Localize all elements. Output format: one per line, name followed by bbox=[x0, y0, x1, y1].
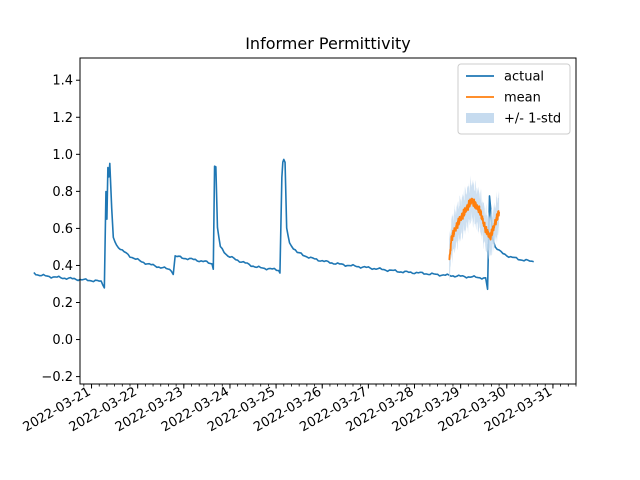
series-mean-line bbox=[448, 197, 500, 261]
chart-title: Informer Permittivity bbox=[245, 34, 411, 53]
y-tick-label: 1.4 bbox=[52, 74, 73, 89]
y-tick-label: 0.4 bbox=[52, 259, 73, 274]
series-std-band bbox=[449, 175, 500, 282]
legend-swatch bbox=[466, 113, 494, 123]
y-tick-label: 1.0 bbox=[52, 148, 73, 163]
series-actual-line bbox=[33, 158, 534, 291]
legend-label: mean bbox=[504, 91, 541, 106]
legend: actual mean +/- 1-std bbox=[457, 63, 571, 135]
legend-label: actual bbox=[504, 70, 544, 85]
y-tick-label: 1.2 bbox=[52, 111, 73, 126]
y-tick-label: 0.6 bbox=[52, 222, 73, 237]
y-tick-label: −0.2 bbox=[41, 370, 73, 385]
legend-label: +/- 1-std bbox=[504, 112, 561, 127]
y-tick-label: 0.8 bbox=[52, 185, 73, 200]
plot-area bbox=[33, 158, 534, 291]
axes-frame bbox=[79, 57, 577, 385]
y-tick-label: 0.0 bbox=[52, 333, 73, 348]
y-tick-label: 0.2 bbox=[52, 296, 73, 311]
